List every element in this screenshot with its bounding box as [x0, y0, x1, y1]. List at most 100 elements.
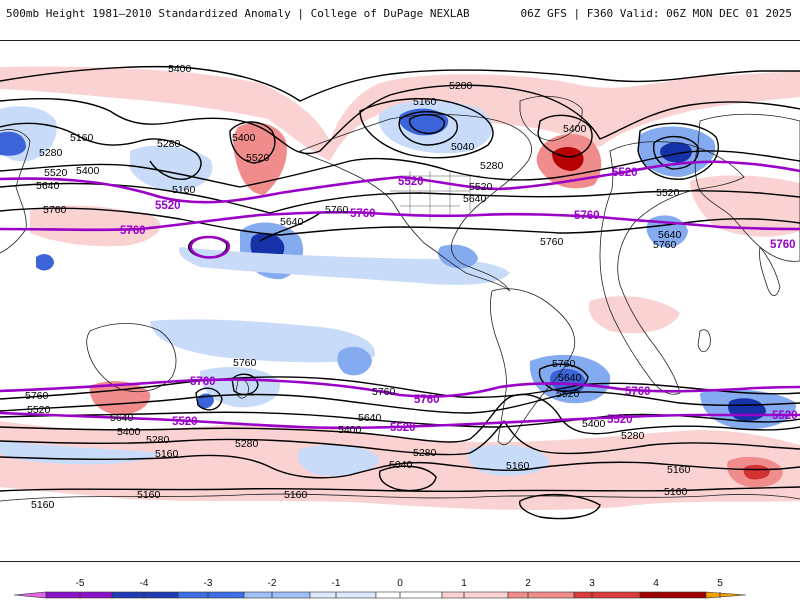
- contour-label: 5280: [621, 430, 645, 442]
- colorbar-tick-label: -4: [140, 578, 149, 589]
- colorbar-segment: [13, 591, 47, 599]
- neg-southern-ocean-2: [467, 445, 550, 476]
- coastlines: [0, 96, 800, 502]
- coast-antarctica: [0, 493, 800, 502]
- colorbar-tick-label: 1: [461, 578, 467, 589]
- neg-south-pacific: [150, 319, 376, 363]
- coast-asia: [694, 113, 800, 262]
- colorbar-segment: [441, 591, 509, 599]
- purple-5760-south: [0, 378, 800, 398]
- contour-label: 5160: [31, 499, 55, 511]
- highlight-contours: [0, 160, 800, 430]
- neg-tropical-band: [178, 247, 511, 285]
- pos-band-north: [0, 66, 800, 161]
- contour-label: 5400: [563, 123, 587, 135]
- contour-label: 5400: [232, 132, 256, 144]
- contour-label: 5160: [413, 96, 437, 108]
- contour-labels: 5400 5280 5160 5040 5400 5160 5280 5520 …: [25, 63, 691, 511]
- contour-label: 5400: [117, 426, 141, 438]
- contour-label: 5760: [540, 236, 564, 248]
- highlight-label: 5760: [120, 225, 146, 237]
- contour-label: 5520: [469, 181, 493, 193]
- contour-label: 5280: [235, 438, 259, 450]
- pos-africa-east: [588, 296, 680, 334]
- colorbar-segment: [639, 591, 707, 599]
- highlight-label: 5760: [350, 208, 376, 220]
- contour-5640-south: [0, 391, 800, 414]
- colorbar-segment: [45, 591, 113, 599]
- neg-west-core: [0, 131, 26, 156]
- map-svg: 5400 5280 5160 5040 5400 5160 5280 5520 …: [0, 63, 800, 520]
- coast-north-america: [299, 114, 532, 292]
- contour-label: 5280: [480, 160, 504, 172]
- contour-5760-south-loop: [231, 373, 259, 396]
- coast-madagascar: [697, 329, 711, 353]
- pos-pacific-west: [30, 205, 161, 247]
- contour-5160-north: [0, 98, 494, 180]
- contour-label: 5280: [449, 80, 473, 92]
- contour-label: 5760: [552, 358, 576, 370]
- highlight-label: 5520: [772, 410, 798, 422]
- contour-4920-canada: [408, 114, 445, 135]
- anomaly-map: 5400 5280 5160 5040 5400 5160 5280 5520 …: [0, 40, 800, 562]
- colorbar-tick-label: 5: [717, 578, 723, 589]
- colorbar-segment: [243, 591, 311, 599]
- colorbar-segment: [111, 591, 179, 599]
- colorbar-segment: [309, 591, 377, 599]
- colorbar-segment: [705, 591, 747, 599]
- contour-label: 5640: [110, 412, 134, 424]
- contour-5400-greenland: [537, 114, 593, 158]
- contour-5160-south: [0, 454, 800, 479]
- contour-label: 5160: [667, 464, 691, 476]
- header-bar: 500mb Height 1981–2010 Standardized Anom…: [0, 0, 800, 26]
- highlight-label: 5760: [574, 210, 600, 222]
- highlight-label: 5520: [612, 167, 638, 179]
- contour-label: 5760: [233, 357, 257, 369]
- negative-anomaly-shading: [0, 100, 797, 477]
- neg-west-pacific-small: [36, 254, 54, 271]
- neg-central-america: [438, 244, 478, 269]
- highlight-label: 5760: [190, 376, 216, 388]
- contour-label: 5160: [137, 489, 161, 501]
- pos-sw-pacific: [89, 381, 151, 415]
- contour-label: 5520: [246, 152, 270, 164]
- contour-label: 5640: [358, 412, 382, 424]
- contour-label: 5760: [25, 390, 49, 402]
- purple-5520-south: [0, 411, 800, 430]
- neg-south-mid: [337, 346, 372, 376]
- contour-label: 5640: [558, 372, 582, 384]
- contour-5040-south: [378, 465, 437, 492]
- contour-label: 5760: [43, 204, 67, 216]
- contour-label: 5280: [39, 147, 63, 159]
- colorbar-ticks: -5 -4 -3 -2 -1 0 1 2 3 4 5: [76, 578, 723, 598]
- contour-label: 5400: [582, 418, 606, 430]
- colorbar-tick-label: 0: [397, 578, 403, 589]
- contour-label: 5160: [284, 489, 308, 501]
- colorbar-tick-label: -5: [76, 578, 85, 589]
- coast-europe-africa: [599, 141, 745, 395]
- highlight-label: 5760: [770, 239, 796, 251]
- contour-label: 5640: [280, 216, 304, 228]
- contour-label: 5160: [70, 132, 94, 144]
- pos-south-indian-core: [743, 464, 770, 480]
- contour-label: 5640: [36, 180, 60, 192]
- highlight-label: 5520: [172, 416, 198, 428]
- contour-5400-north: [0, 65, 800, 102]
- model-run-info: 06Z GFS | F360 Valid: 06Z MON DEC 01 202…: [520, 7, 792, 20]
- contour-label: 5760: [372, 386, 396, 398]
- purple-5760-north: [0, 210, 800, 232]
- contour-5400-pacific-loop: [229, 121, 276, 164]
- colorbar-tick-label: 3: [589, 578, 595, 589]
- highlight-label: 5760: [414, 394, 440, 406]
- contour-5400-south: [0, 393, 800, 443]
- positive-anomaly-shading: [0, 66, 800, 510]
- coast-australia: [86, 323, 177, 393]
- contour-label: 5520: [44, 167, 68, 179]
- contour-label: 5400: [168, 63, 192, 75]
- contour-5160-southern-ocean: [0, 486, 800, 493]
- contour-label: 5160: [172, 184, 196, 196]
- contour-5520-north: [0, 150, 800, 188]
- contour-label: 5640: [658, 229, 682, 241]
- contour-5640-pacific-tail: [259, 212, 321, 242]
- contour-label: 5520: [27, 404, 51, 416]
